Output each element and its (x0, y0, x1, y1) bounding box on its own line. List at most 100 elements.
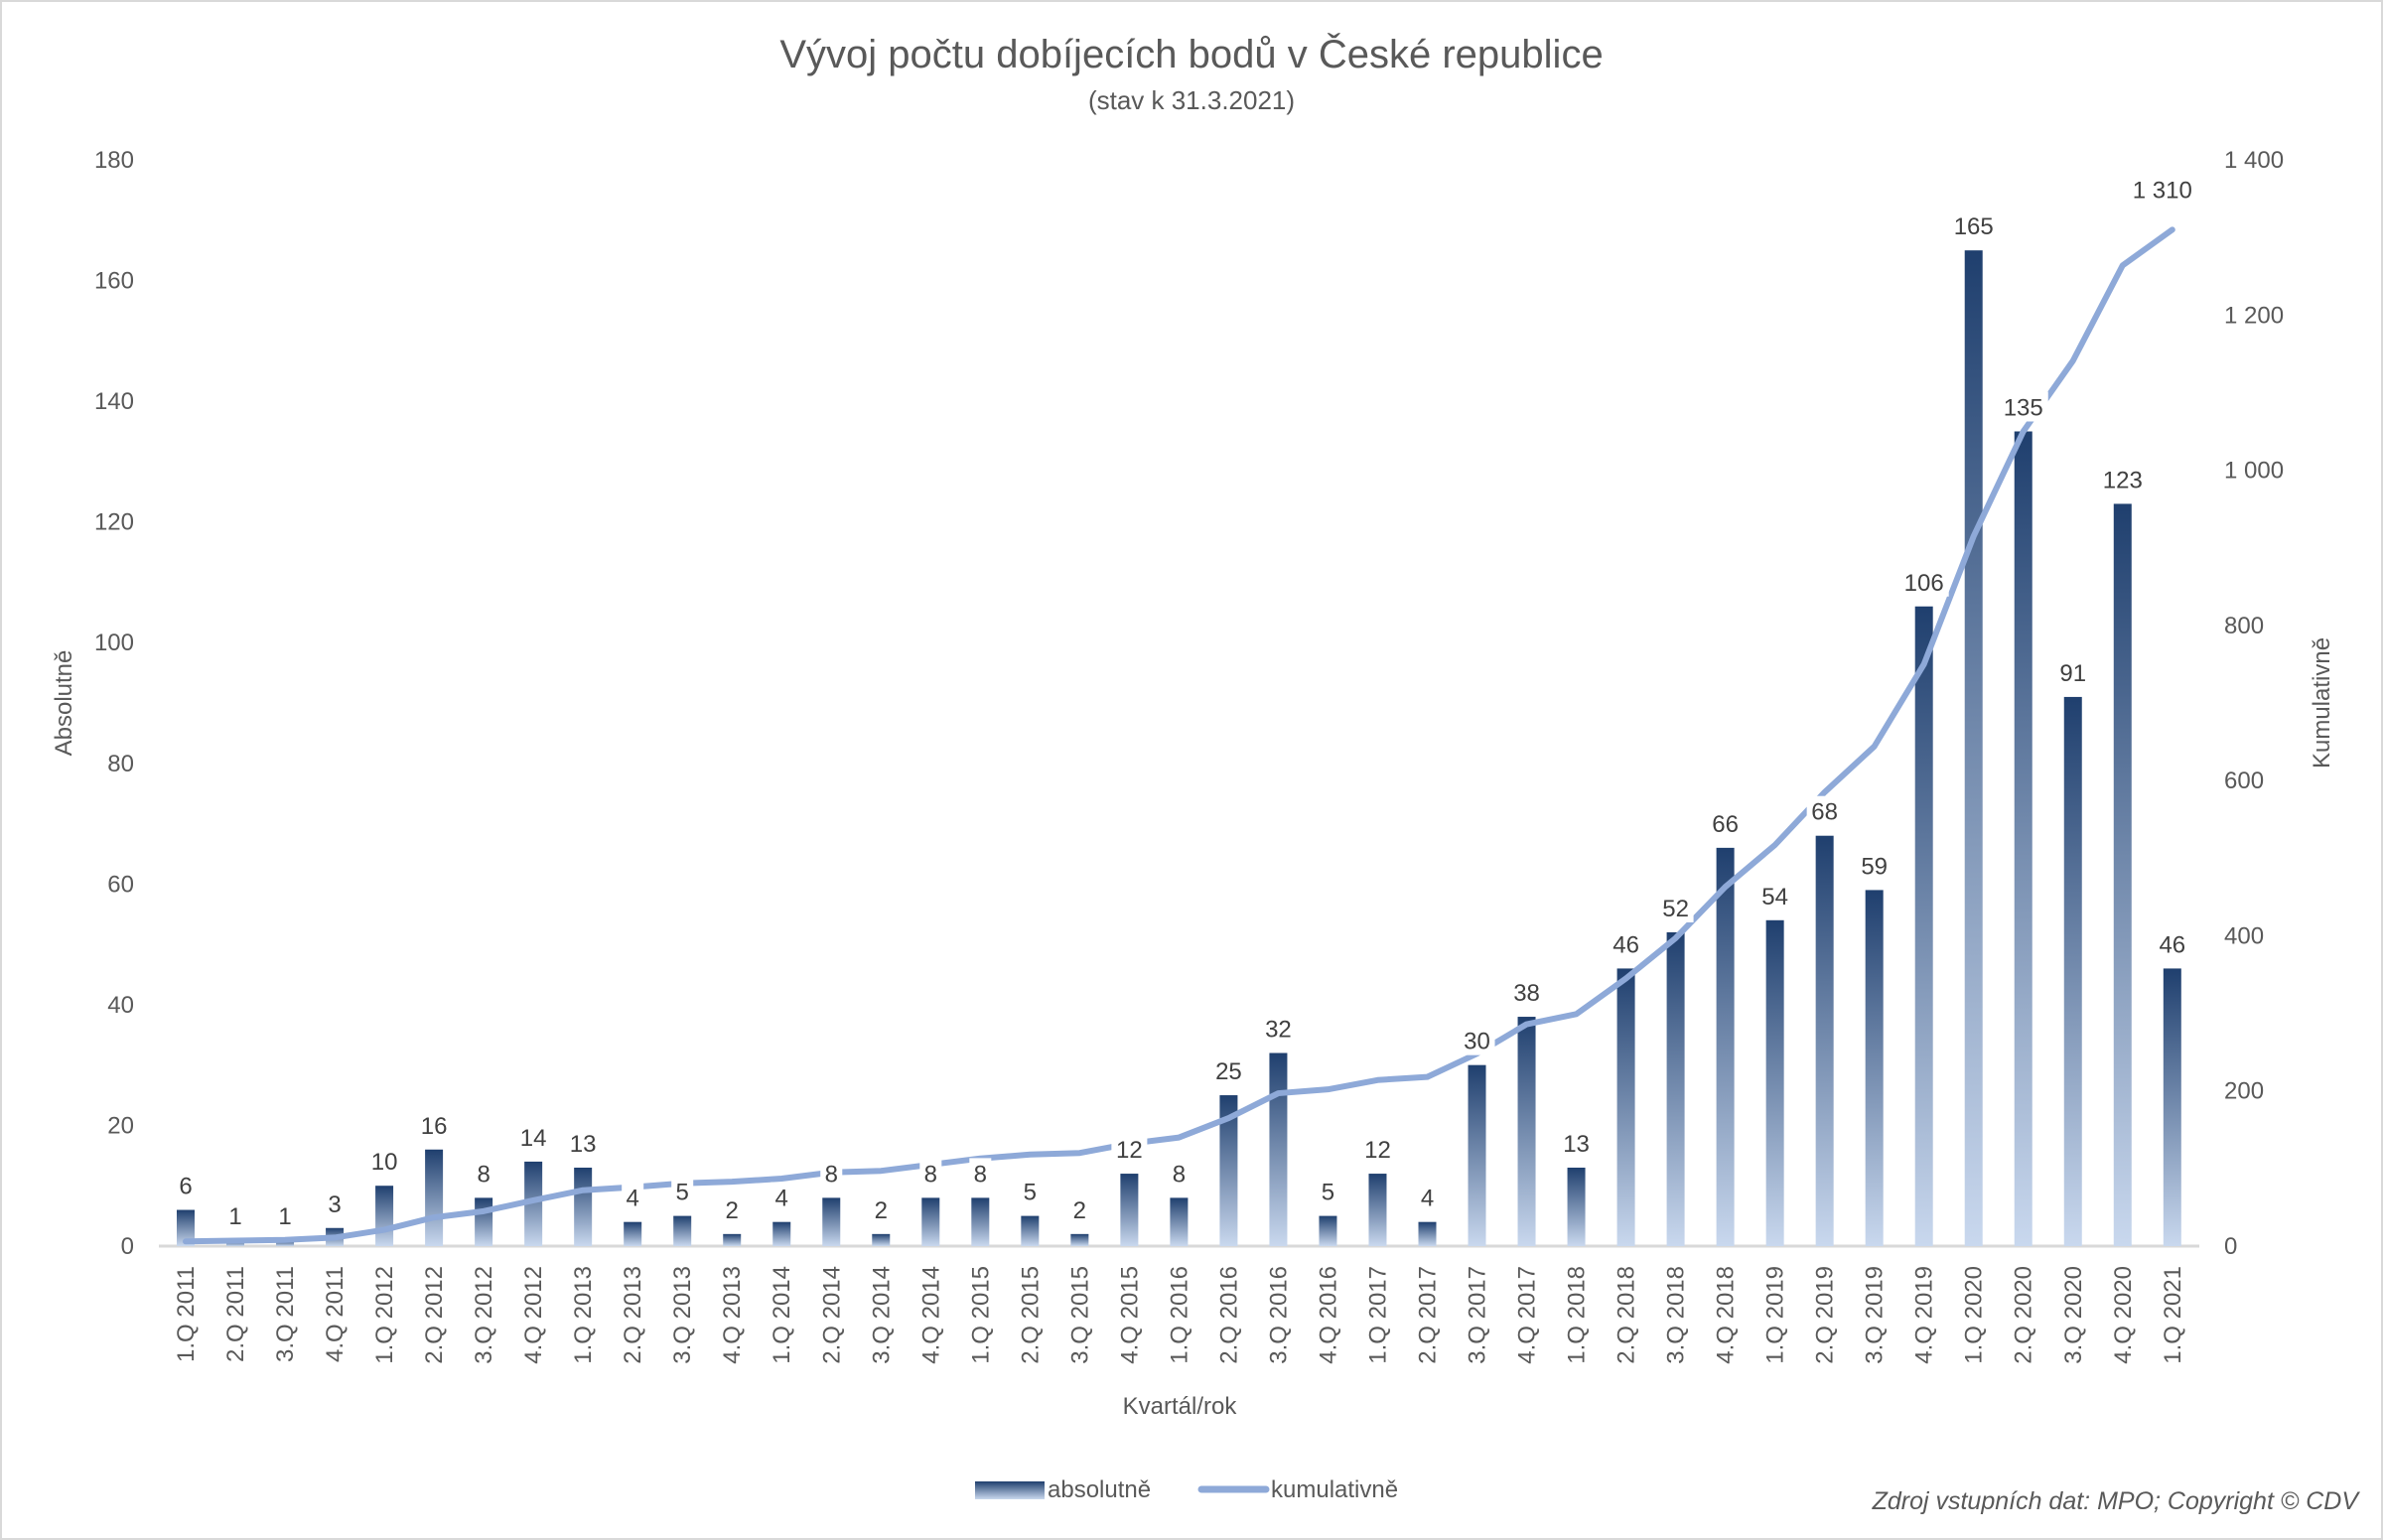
y-tick-label: 60 (107, 871, 134, 898)
y-tick-label: 180 (94, 147, 134, 174)
data-label-bg (416, 1109, 453, 1140)
x-tick-label: 2.Q 2011 (222, 1266, 249, 1362)
data-label: 8 (477, 1161, 490, 1188)
data-label-bg (274, 1199, 297, 1230)
data-label: 12 (1116, 1137, 1143, 1164)
data-label: 10 (371, 1149, 398, 1176)
data-label-bg (721, 1193, 744, 1224)
x-tick-label: 3.Q 2018 (1663, 1266, 1690, 1364)
data-label: 4 (627, 1186, 639, 1212)
data-label: 8 (974, 1161, 987, 1188)
y2-tick-label: 200 (2224, 1078, 2264, 1105)
data-label-bg (473, 1158, 495, 1189)
bar (1517, 1017, 1536, 1246)
x-tick-label: 2.Q 2015 (1017, 1266, 1044, 1364)
data-label: 14 (520, 1125, 547, 1152)
x-tick-label: 4.Q 2014 (917, 1266, 944, 1364)
bar (375, 1186, 394, 1246)
bar (624, 1221, 642, 1246)
y-axis-label: Absolutně (51, 650, 77, 757)
data-label: 8 (825, 1161, 838, 1188)
chart-subtitle: (stav k 31.3.2021) (1088, 85, 1295, 115)
data-label: 123 (2103, 467, 2143, 493)
data-label-bg (1657, 892, 1694, 922)
y-tick-label: 160 (94, 268, 134, 295)
bar (1120, 1174, 1139, 1246)
bar (723, 1233, 742, 1246)
data-label-bg (1210, 1055, 1247, 1086)
bar (524, 1161, 543, 1246)
bar (1021, 1215, 1040, 1246)
legend: absolutně kumulativně (975, 1476, 1398, 1503)
x-tick-label: 1.Q 2014 (769, 1266, 795, 1364)
data-label: 13 (570, 1131, 597, 1158)
y2-tick-label: 400 (2224, 922, 2264, 949)
data-label-bg (1019, 1176, 1042, 1206)
y-tick-label: 20 (107, 1112, 134, 1139)
bar (1219, 1095, 1238, 1246)
bar (1865, 890, 1884, 1246)
data-label: 32 (1265, 1017, 1292, 1044)
data-label-bg (622, 1182, 644, 1212)
legend-label-absolutne: absolutně (1048, 1476, 1151, 1503)
bar (475, 1197, 493, 1246)
data-label: 8 (924, 1161, 937, 1188)
data-label-bg (175, 1170, 197, 1200)
x-tick-label: 1.Q 2011 (173, 1266, 200, 1362)
data-label-bg (771, 1182, 793, 1212)
data-label: 135 (2004, 395, 2043, 422)
x-tick-label: 1.Q 2015 (967, 1266, 994, 1364)
bar (1269, 1052, 1288, 1246)
bar (1567, 1167, 1586, 1246)
bar (921, 1197, 940, 1246)
data-label: 13 (1563, 1131, 1590, 1158)
x-tick-label: 4.Q 2020 (2110, 1266, 2137, 1364)
cumulative-end-label: 1 310 (2133, 177, 2192, 204)
data-label-bg (1416, 1182, 1439, 1212)
data-label: 1 (228, 1203, 241, 1230)
data-label-bg (820, 1158, 843, 1189)
x-tick-label: 4.Q 2012 (520, 1266, 547, 1364)
data-label-bg (1998, 391, 2048, 422)
data-label-bg (2154, 928, 2190, 959)
data-label: 91 (2059, 660, 2086, 687)
data-label: 2 (875, 1197, 888, 1224)
data-label: 4 (1421, 1186, 1434, 1212)
data-label-bg (1508, 977, 1545, 1008)
bar (673, 1215, 692, 1246)
bar (276, 1239, 295, 1246)
data-label: 68 (1811, 799, 1838, 826)
data-label: 4 (775, 1186, 788, 1212)
data-label: 6 (179, 1174, 192, 1200)
bar (1070, 1233, 1089, 1246)
data-label-bg (1558, 1127, 1595, 1158)
data-label: 3 (328, 1191, 341, 1218)
data-label-bg (366, 1146, 403, 1177)
y-tick-label: 120 (94, 509, 134, 536)
data-label: 16 (421, 1113, 448, 1140)
x-tick-label: 2.Q 2013 (620, 1266, 646, 1364)
data-label-bg (1459, 1025, 1495, 1055)
data-label-bg (1359, 1134, 1396, 1165)
x-tick-label: 3.Q 2012 (471, 1266, 497, 1364)
x-tick-label: 4.Q 2019 (1911, 1266, 1938, 1364)
bar (971, 1197, 990, 1246)
data-label-bg (870, 1193, 893, 1224)
bar (1666, 931, 1685, 1246)
data-label: 38 (1513, 980, 1540, 1007)
bar (2113, 503, 2132, 1246)
y2-tick-label: 1 000 (2224, 458, 2284, 485)
data-label: 5 (676, 1180, 689, 1206)
x-tick-label: 3.Q 2019 (1862, 1266, 1889, 1364)
chart-title: Vývoj počtu dobíjecích bodů v České repu… (779, 32, 1603, 76)
data-label: 54 (1761, 884, 1788, 910)
data-label: 5 (1322, 1180, 1334, 1206)
x-tick-label: 2.Q 2020 (2011, 1266, 2037, 1364)
x-axis-label: Kvartál/rok (1123, 1393, 1238, 1420)
x-tick-label: 1.Q 2016 (1166, 1266, 1192, 1364)
y-tick-label: 100 (94, 630, 134, 656)
x-tick-label: 3.Q 2016 (1265, 1266, 1292, 1364)
x-tick-label: 3.Q 2017 (1465, 1266, 1491, 1364)
